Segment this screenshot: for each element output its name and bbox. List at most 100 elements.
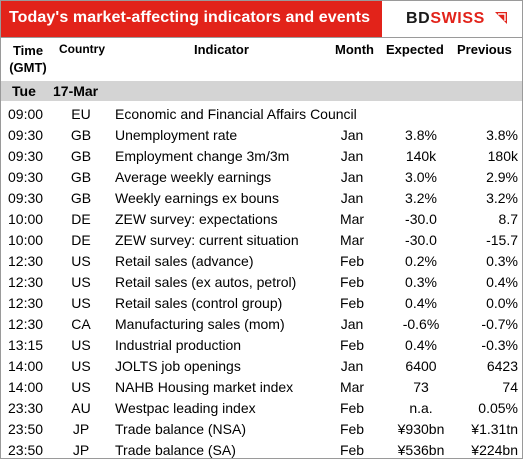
cell-time: 12:30 — [8, 295, 44, 311]
cell-previous: 6423 — [486, 358, 518, 374]
cell-time: 09:30 — [8, 169, 44, 185]
table-row: 10:00 DE ZEW survey: expectations Mar -30.0 8… — [1, 209, 522, 230]
cell-country: CA — [71, 316, 91, 332]
cell-country: JP — [72, 421, 90, 437]
table-row: 12:30 US Retail sales (ex autos, petrol) Fe… — [1, 272, 522, 293]
cell-previous: -0.7% — [481, 316, 518, 332]
cell-time: 10:00 — [8, 232, 44, 248]
header-country: Country — [59, 42, 105, 56]
cell-expected: 140k — [405, 148, 437, 164]
cell-indicator: JOLTS job openings — [115, 358, 241, 374]
weekday-label: Tue — [12, 83, 36, 99]
table-row: 10:00 DE ZEW survey: current situation Mar -… — [1, 230, 522, 251]
cell-country: DE — [71, 232, 91, 248]
table-row: 12:30 US Retail sales (advance) Feb 0.2% 0.3% — [1, 251, 522, 272]
cell-month: Feb — [339, 274, 365, 290]
cell-time: 12:30 — [8, 316, 44, 332]
cell-time: 23:30 — [8, 400, 44, 416]
cell-time: 09:30 — [8, 127, 44, 143]
day-row: Tue 17-Mar — [1, 81, 522, 101]
cell-country: DE — [71, 211, 91, 227]
header-time: Time (GMT) — [9, 43, 47, 75]
cell-country: GB — [70, 190, 92, 206]
cell-time: 09:00 — [8, 106, 44, 122]
cell-month: Jan — [340, 316, 364, 332]
cell-expected: 3.0% — [405, 169, 437, 185]
cell-indicator: Economic and Financial Affairs Council — [115, 106, 357, 122]
cell-month: Feb — [339, 295, 365, 311]
cell-country: EU — [71, 106, 91, 122]
cell-country: US — [71, 379, 91, 395]
header-indicator: Indicator — [194, 42, 249, 57]
cell-time: 14:00 — [8, 379, 44, 395]
table-row: 09:30 GB Weekly earnings ex bouns Jan 3.2% 3.… — [1, 188, 522, 209]
table-row: 23:50 JP Trade balance (NSA) Feb ¥930bn ¥1.31… — [1, 419, 522, 440]
cell-expected: ¥930bn — [397, 421, 445, 437]
cell-previous: 3.2% — [486, 190, 518, 206]
cell-expected: -0.6% — [402, 316, 440, 332]
cell-month: Feb — [339, 337, 365, 353]
table-row: 14:00 US JOLTS job openings Jan 6400 6423 — [1, 356, 522, 377]
cell-indicator: Industrial production — [115, 337, 242, 353]
cell-country: GB — [70, 169, 92, 185]
cell-country: US — [71, 337, 91, 353]
title-bar: Today's market-affecting indicators and … — [1, 1, 522, 38]
cell-country: AU — [71, 400, 91, 416]
cell-month: Mar — [339, 379, 365, 395]
cell-expected: 3.2% — [405, 190, 437, 206]
cell-time: 09:30 — [8, 190, 44, 206]
cell-indicator: Trade balance (NSA) — [115, 421, 246, 437]
cell-time: 13:15 — [8, 337, 44, 353]
cell-time: 23:50 — [8, 421, 44, 437]
cell-indicator: Westpac leading index — [115, 400, 256, 416]
table-body: 09:00 EU Economic and Financial Affairs Co… — [1, 104, 522, 461]
logo-text: BDSWISS — [406, 10, 485, 27]
table-row: 09:30 GB Average weekly earnings Jan 3.0% 2.9… — [1, 167, 522, 188]
cell-previous: 0.4% — [486, 274, 518, 290]
cell-indicator: Retail sales (advance) — [115, 253, 254, 269]
cell-expected: 0.3% — [405, 274, 437, 290]
cell-indicator: Unemployment rate — [115, 127, 238, 143]
cell-expected: n.a. — [409, 400, 433, 416]
cell-previous: ¥1.31tn — [471, 421, 518, 437]
cell-indicator: Manufacturing sales (mom) — [115, 316, 285, 332]
page-title: Today's market-affecting indicators and … — [9, 9, 371, 26]
cell-country: US — [71, 253, 91, 269]
cell-time: 09:30 — [8, 148, 44, 164]
cell-previous: 0.0% — [486, 295, 518, 311]
cell-expected: 0.2% — [405, 253, 437, 269]
cell-month: Jan — [340, 169, 364, 185]
cell-month: Mar — [339, 211, 365, 227]
cell-indicator: Average weekly earnings — [115, 169, 272, 185]
cell-month: Mar — [339, 232, 365, 248]
cell-expected: ¥536bn — [397, 442, 445, 458]
cell-indicator: Employment change 3m/3m — [115, 148, 290, 164]
cell-time: 10:00 — [8, 211, 44, 227]
cell-country: GB — [70, 148, 92, 164]
table-row: 09:30 GB Employment change 3m/3m Jan 140k 180… — [1, 146, 522, 167]
cell-indicator: Retail sales (ex autos, petrol) — [115, 274, 297, 290]
header-expected: Expected — [386, 42, 444, 57]
cell-previous: 3.8% — [486, 127, 518, 143]
cell-expected: 73 — [413, 379, 429, 395]
bdswiss-logo: BDSWISS — [382, 1, 522, 37]
cell-indicator: ZEW survey: expectations — [115, 211, 278, 227]
cell-month: Jan — [340, 190, 364, 206]
cell-indicator: Retail sales (control group) — [115, 295, 283, 311]
cell-expected: 0.4% — [405, 295, 437, 311]
cell-indicator: Trade balance (SA) — [115, 442, 236, 458]
cell-time: 12:30 — [8, 253, 44, 269]
cell-expected: 3.8% — [405, 127, 437, 143]
cell-month: Jan — [340, 148, 364, 164]
cell-month: Feb — [339, 442, 365, 458]
table-row: 12:30 CA Manufacturing sales (mom) Jan -0.6%… — [1, 314, 522, 335]
cell-time: 12:30 — [8, 274, 44, 290]
header-previous: Previous — [457, 42, 512, 57]
cell-expected: 0.4% — [405, 337, 437, 353]
cell-previous: 8.7 — [498, 211, 518, 227]
cell-country: JP — [72, 442, 90, 458]
cell-month: Jan — [340, 358, 364, 374]
table-row: 23:50 JP Trade balance (SA) Feb ¥536bn ¥224bn — [1, 440, 522, 461]
table-row: 09:30 GB Unemployment rate Jan 3.8% 3.8% — [1, 125, 522, 146]
